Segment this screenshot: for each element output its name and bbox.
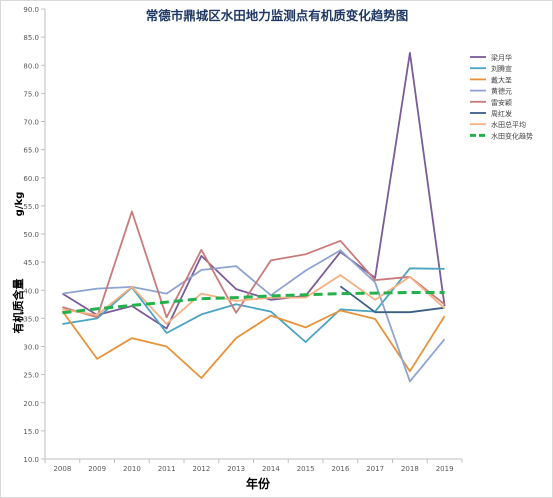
y-tick-label: 30.0: [23, 344, 39, 352]
y-tick-label: 20.0: [23, 400, 39, 408]
x-tick-label: 2013: [227, 465, 245, 473]
series-layer: [61, 52, 446, 383]
x-tick-label: 2014: [262, 465, 280, 473]
legend-entry: 雷安颖: [491, 98, 512, 107]
x-tick-label: 2010: [123, 465, 141, 473]
x-tick-label: 2012: [192, 465, 210, 473]
x-tick-label: 2008: [53, 465, 71, 473]
y-tick-label: 55.0: [23, 203, 39, 211]
series-line-5: [62, 210, 446, 319]
y-tick-label: 10.0: [23, 456, 39, 464]
x-axis-label: 年份: [246, 476, 271, 491]
y-tick-label: 25.0: [23, 372, 39, 380]
y-tick-label: 90.0: [23, 6, 39, 14]
y-tick-label: 15.0: [23, 428, 39, 436]
x-tick-label: 2011: [158, 465, 176, 473]
y-tick-label: 50.0: [23, 231, 39, 239]
series-line-1: [61, 52, 446, 330]
chart-title: 常德市鼎城区水田地力监测点有机质变化趋势图: [146, 8, 409, 23]
legend-entry: 刘腾宣: [491, 64, 512, 73]
x-tick-label: 2016: [331, 465, 349, 473]
series-line-7: [62, 274, 446, 325]
x-tick-label: 2019: [436, 465, 454, 473]
series-line-8: [62, 291, 445, 315]
legend-entry: 周红发: [491, 109, 512, 118]
series-line-6: [339, 285, 445, 314]
axes-layer: 10.0 15.0 20.0 25.0 30.0 35.0 40.0 45.0 50.0 55.0…: [23, 6, 463, 473]
x-tick-label: 2009: [88, 465, 106, 473]
y-tick-label: 85.0: [23, 34, 39, 42]
legend-entry: 水田总平均: [491, 120, 526, 129]
legend-entry: 梁月华: [491, 53, 512, 62]
legend-entry: 戴大圣: [491, 75, 512, 84]
x-tick-label: 2015: [297, 465, 315, 473]
y-tick-label: 40.0: [23, 287, 39, 295]
y-axis-label: 有机质含量: [11, 279, 25, 334]
y-tick-label: 60.0: [23, 175, 39, 183]
x-tick-label: 2018: [401, 465, 419, 473]
legend-entry: 水田变化趋势: [491, 131, 533, 140]
y-tick-label: 75.0: [23, 90, 39, 98]
y-tick-label: 35.0: [23, 315, 39, 323]
y-tick-label: 45.0: [23, 259, 39, 267]
y-tick-label: 70.0: [23, 119, 39, 127]
x-tick-label: 2017: [366, 465, 384, 473]
y-tick-label: 65.0: [23, 147, 39, 155]
legend-entry: 黄德元: [491, 87, 512, 96]
y-tick-label: 80.0: [23, 62, 39, 70]
y-axis-unit: g/kg: [14, 192, 25, 217]
series-line-3: [61, 309, 446, 379]
series-line-4: [62, 249, 446, 383]
